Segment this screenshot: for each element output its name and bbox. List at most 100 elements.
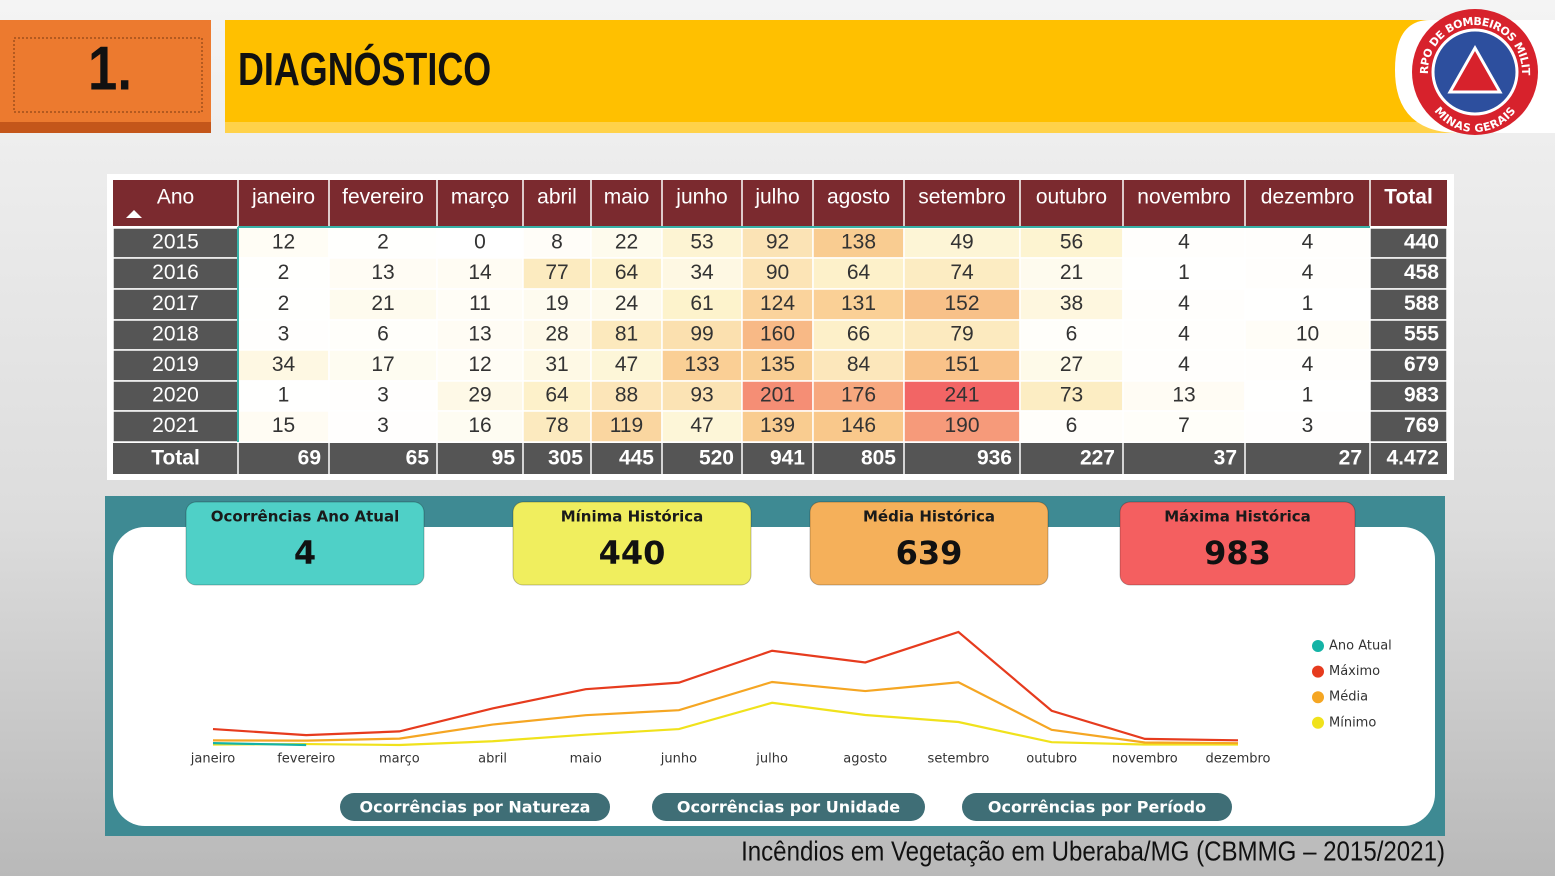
row-header: 2017 bbox=[152, 292, 199, 315]
cell-bg bbox=[522, 257, 592, 290]
row-header: 2018 bbox=[152, 323, 199, 346]
cell-bg bbox=[661, 227, 743, 259]
cell: 49 bbox=[950, 231, 973, 254]
cell-bg bbox=[328, 257, 438, 290]
cell: 90 bbox=[766, 261, 789, 284]
caption: Incêndios em Vegetação em Uberaba/MG (CB… bbox=[741, 835, 1445, 867]
cell-bg bbox=[328, 319, 438, 351]
kpi-card bbox=[185, 501, 425, 586]
cell: 12 bbox=[468, 353, 491, 376]
cell: 22 bbox=[615, 231, 638, 254]
sort-arrow bbox=[126, 210, 142, 218]
cell: 28 bbox=[545, 323, 568, 346]
row-total: 440 bbox=[1404, 231, 1439, 254]
cell: 201 bbox=[760, 384, 795, 407]
nav-button[interactable] bbox=[962, 793, 1232, 821]
cell: 1 bbox=[1302, 292, 1314, 315]
cell-bg bbox=[661, 288, 743, 321]
cell-bg bbox=[812, 319, 905, 351]
x-tick-label: abril bbox=[478, 752, 507, 767]
cell: 13 bbox=[371, 261, 394, 284]
cell: 16 bbox=[468, 414, 491, 437]
cell-bg bbox=[237, 349, 330, 382]
cell: 56 bbox=[1060, 231, 1083, 254]
column-header: Ano bbox=[157, 186, 194, 209]
kpi-label: Mínima Histórica bbox=[561, 508, 704, 526]
legend-swatch bbox=[1312, 716, 1324, 729]
series-line bbox=[212, 630, 1239, 742]
title-bar bbox=[225, 20, 1455, 133]
cell: 4 bbox=[1302, 353, 1314, 376]
cell: 27 bbox=[1060, 353, 1083, 376]
cell: 4 bbox=[1178, 353, 1190, 376]
total-cell: 805 bbox=[861, 447, 896, 470]
row-header: 2016 bbox=[152, 261, 199, 284]
cell-bg bbox=[903, 410, 1021, 443]
cell: 13 bbox=[468, 323, 491, 346]
cell: 92 bbox=[766, 231, 789, 254]
x-tick-label: julho bbox=[755, 752, 788, 767]
cell: 3 bbox=[377, 414, 389, 437]
cell: 1 bbox=[1302, 384, 1314, 407]
cell: 84 bbox=[847, 353, 871, 376]
cell-bg bbox=[741, 380, 814, 412]
dashboard: Ocorrências Ano Atual 4 Mínima Histórica 44… bbox=[185, 501, 1392, 821]
title-bar-shadow bbox=[225, 122, 1455, 133]
cell: 88 bbox=[615, 384, 638, 407]
section-title: DIAGNÓSTICO bbox=[238, 44, 491, 95]
nav-button[interactable] bbox=[652, 793, 925, 821]
header-row bbox=[113, 180, 1447, 226]
series-line bbox=[212, 701, 1238, 747]
cell: 135 bbox=[760, 353, 795, 376]
nav-button-label[interactable]: Ocorrências por Período bbox=[988, 798, 1206, 817]
cell: 139 bbox=[760, 414, 795, 437]
series-line bbox=[212, 742, 307, 747]
total-cell: 305 bbox=[548, 447, 583, 470]
total-cell: 69 bbox=[298, 447, 321, 470]
column-header: fevereiro bbox=[342, 186, 424, 209]
cell: 24 bbox=[615, 292, 639, 315]
cell: 47 bbox=[615, 353, 638, 376]
number-box-border bbox=[13, 37, 203, 113]
total-cell: 227 bbox=[1080, 447, 1115, 470]
cell: 77 bbox=[545, 261, 568, 284]
cell: 13 bbox=[1172, 384, 1195, 407]
cell: 21 bbox=[371, 292, 394, 315]
nav-button-label[interactable]: Ocorrências por Natureza bbox=[360, 798, 591, 817]
cell: 14 bbox=[468, 261, 492, 284]
column-header: novembro bbox=[1137, 186, 1230, 209]
column-header: outubro bbox=[1036, 186, 1107, 209]
row-total: 555 bbox=[1404, 323, 1439, 346]
cell-bg bbox=[328, 410, 438, 443]
cell: 1 bbox=[1178, 261, 1190, 284]
cell-bg bbox=[237, 410, 330, 443]
cell-bg bbox=[741, 288, 814, 321]
cell: 31 bbox=[545, 353, 568, 376]
nav-button[interactable] bbox=[340, 793, 610, 821]
x-tick-label: janeiro bbox=[190, 752, 235, 767]
cell: 61 bbox=[690, 292, 713, 315]
cell: 64 bbox=[615, 261, 639, 284]
cell: 64 bbox=[847, 261, 871, 284]
nav-button-label[interactable]: Ocorrências por Unidade bbox=[677, 798, 900, 817]
cell: 133 bbox=[684, 353, 719, 376]
row-total: 588 bbox=[1404, 292, 1439, 315]
total-cell: 37 bbox=[1214, 447, 1237, 470]
cell-bg bbox=[522, 410, 592, 443]
kpi-value: 4 bbox=[294, 534, 316, 572]
cell: 38 bbox=[1060, 292, 1083, 315]
cell-bg bbox=[1019, 288, 1124, 321]
table: Ano janeiro fevereiro março abril maio junho ju… bbox=[112, 180, 1448, 474]
cell-bg bbox=[1244, 227, 1371, 259]
cell: 17 bbox=[371, 353, 394, 376]
cell: 4 bbox=[1302, 231, 1314, 254]
x-tick-label: novembro bbox=[1112, 752, 1178, 767]
cell: 6 bbox=[1066, 414, 1078, 437]
cell: 78 bbox=[545, 414, 568, 437]
kpi-card bbox=[512, 501, 752, 586]
cell: 73 bbox=[1060, 384, 1083, 407]
total-cell: 27 bbox=[1339, 447, 1362, 470]
cell: 15 bbox=[272, 414, 295, 437]
